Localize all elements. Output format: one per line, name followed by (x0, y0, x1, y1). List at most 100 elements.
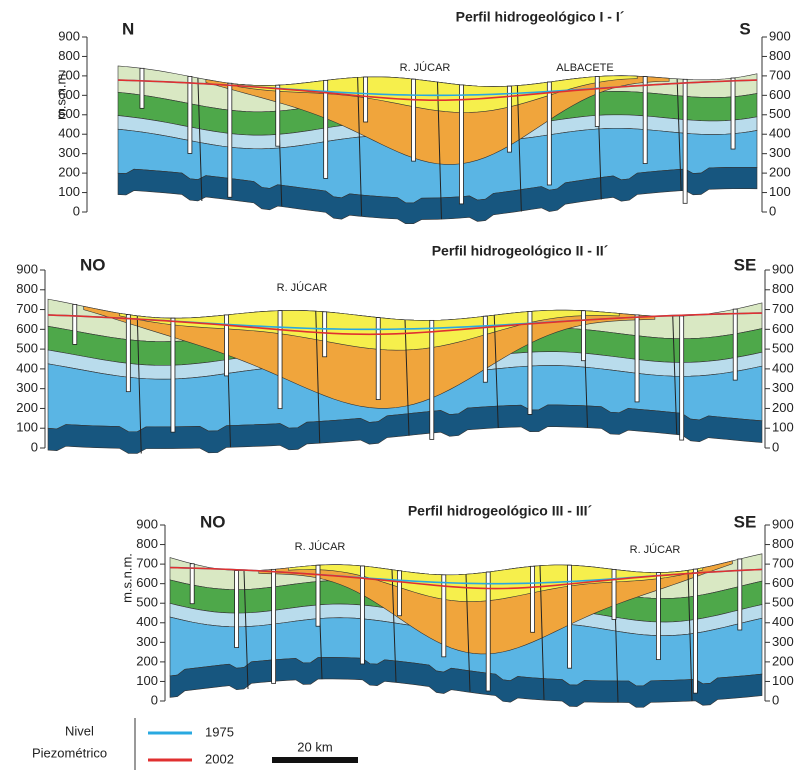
well (737, 558, 743, 631)
well (611, 569, 617, 620)
fault (404, 319, 410, 436)
fault (357, 77, 363, 217)
fault (493, 315, 499, 429)
y-tick-label: 900 (769, 28, 791, 43)
panel: 9008007006005004003002001000900800700600… (53, 9, 791, 224)
y-tick-label: 100 (16, 420, 38, 435)
y-tick-label: 600 (58, 87, 80, 102)
scale-label: 20 km (297, 739, 332, 754)
legend-title: Nivel (65, 723, 94, 738)
y-tick-label: 200 (769, 165, 791, 180)
y-tick-label: 900 (772, 261, 794, 276)
well (375, 317, 381, 400)
well (506, 85, 512, 153)
y-tick-label: 700 (772, 301, 794, 316)
fault (516, 85, 522, 212)
well (277, 310, 283, 410)
y-tick-label: 0 (151, 692, 158, 707)
well (359, 565, 365, 665)
legend-label: 2002 (205, 751, 234, 766)
y-tick-label: 100 (769, 184, 791, 199)
well (139, 67, 145, 109)
y-tick-label: 500 (16, 341, 38, 356)
y-tick-label: 300 (769, 145, 791, 160)
piezometric-line (169, 566, 763, 590)
well (189, 563, 195, 605)
legend-title: Piezométrico (32, 745, 107, 760)
y-tick-label: 700 (772, 556, 794, 571)
well (546, 81, 552, 186)
y-tick-label: 400 (769, 126, 791, 141)
well (224, 314, 229, 377)
well (411, 78, 416, 162)
scale-bar (272, 757, 358, 763)
y-tick-label: 400 (16, 360, 38, 375)
layer (47, 404, 763, 454)
y-tick-label: 500 (58, 106, 80, 121)
well (634, 314, 640, 403)
place-label: R. JÚCAR (400, 61, 451, 74)
well (72, 304, 78, 345)
direction-left: NO (80, 255, 106, 274)
y-axis-label: m.s.n.m. (119, 553, 134, 603)
piezometric-line (117, 79, 758, 101)
panel-title: Perfil hidrogeológico III - III´ (408, 503, 593, 519)
y-tick-label: 300 (16, 380, 38, 395)
y-tick-label: 900 (16, 261, 38, 276)
piezometric-line (47, 312, 763, 336)
y-tick-label: 200 (136, 653, 158, 668)
y-tick-label: 200 (772, 653, 794, 668)
y-tick-label: 0 (769, 203, 776, 218)
y-tick-label: 200 (772, 400, 794, 415)
y-tick-label: 100 (58, 184, 80, 199)
panel-title: Perfil hidrogeológico I - I´ (456, 9, 625, 25)
well (482, 315, 488, 383)
y-tick-label: 0 (31, 439, 38, 454)
y-tick-label: 600 (772, 321, 794, 336)
well (485, 571, 491, 692)
well (594, 76, 600, 127)
y-tick-label: 300 (772, 380, 794, 395)
well (275, 84, 281, 147)
well (642, 76, 648, 164)
y-tick-label: 800 (772, 536, 794, 551)
y-tick-label: 0 (73, 203, 80, 218)
y-tick-label: 700 (769, 67, 791, 82)
y-tick-label: 800 (16, 281, 38, 296)
y-tick-label: 400 (58, 126, 80, 141)
direction-left: NO (200, 512, 226, 531)
y-tick-label: 300 (136, 634, 158, 649)
fault (687, 570, 693, 702)
y-tick-label: 0 (772, 439, 779, 454)
y-tick-label: 200 (16, 400, 38, 415)
place-label: R. JÚCAR (277, 281, 328, 294)
well (234, 570, 240, 648)
layer (169, 657, 763, 708)
y-tick-label: 600 (16, 321, 38, 336)
y-tick-label: 200 (58, 165, 80, 180)
well (187, 76, 193, 154)
fault (391, 569, 397, 683)
well (271, 568, 277, 684)
y-tick-label: 900 (772, 516, 794, 531)
y-tick-label: 800 (772, 281, 794, 296)
y-tick-label: 100 (136, 673, 158, 688)
y-tick-label: 800 (136, 536, 158, 551)
well (682, 78, 688, 204)
place-label: ALBACETE (556, 62, 613, 74)
y-tick-label: 700 (58, 67, 80, 82)
y-tick-label: 600 (772, 575, 794, 590)
well (323, 79, 329, 179)
well (581, 310, 586, 362)
panel: 9008007006005004003002001000900800700600… (16, 243, 793, 455)
y-tick-label: 0 (772, 692, 779, 707)
y-tick-label: 500 (136, 595, 158, 610)
y-tick-label: 300 (58, 145, 80, 160)
well (170, 317, 176, 433)
well (730, 77, 736, 150)
fault (539, 565, 545, 700)
layer (117, 167, 758, 224)
well (322, 311, 328, 358)
y-tick-label: 600 (769, 87, 791, 102)
